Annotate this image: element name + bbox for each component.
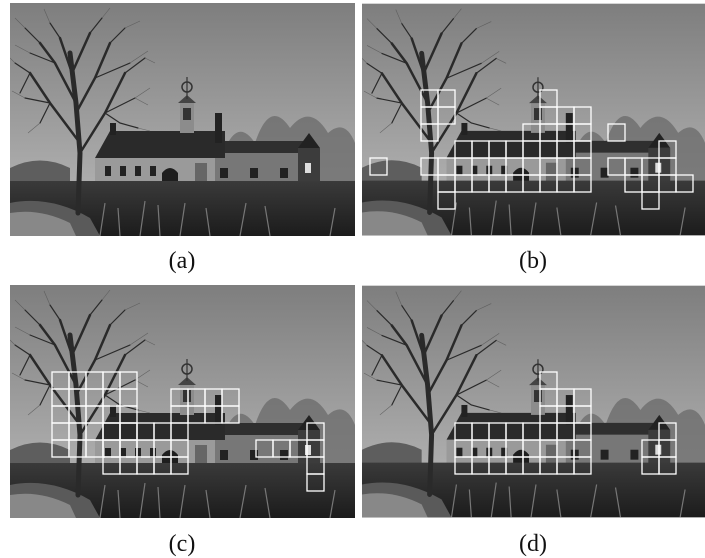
caption: (b) <box>519 248 547 274</box>
figure: (a) (b) (c) (d) <box>0 0 705 558</box>
photo-c <box>10 285 355 518</box>
photo-a <box>10 3 355 236</box>
photo-d <box>362 286 705 518</box>
caption: (d) <box>519 531 547 557</box>
page: (a) (b) (c) (d) (() => { const data = JS… <box>0 0 705 558</box>
caption: (c) <box>169 531 196 557</box>
photo-b <box>362 4 705 236</box>
caption: (a) <box>169 248 196 274</box>
